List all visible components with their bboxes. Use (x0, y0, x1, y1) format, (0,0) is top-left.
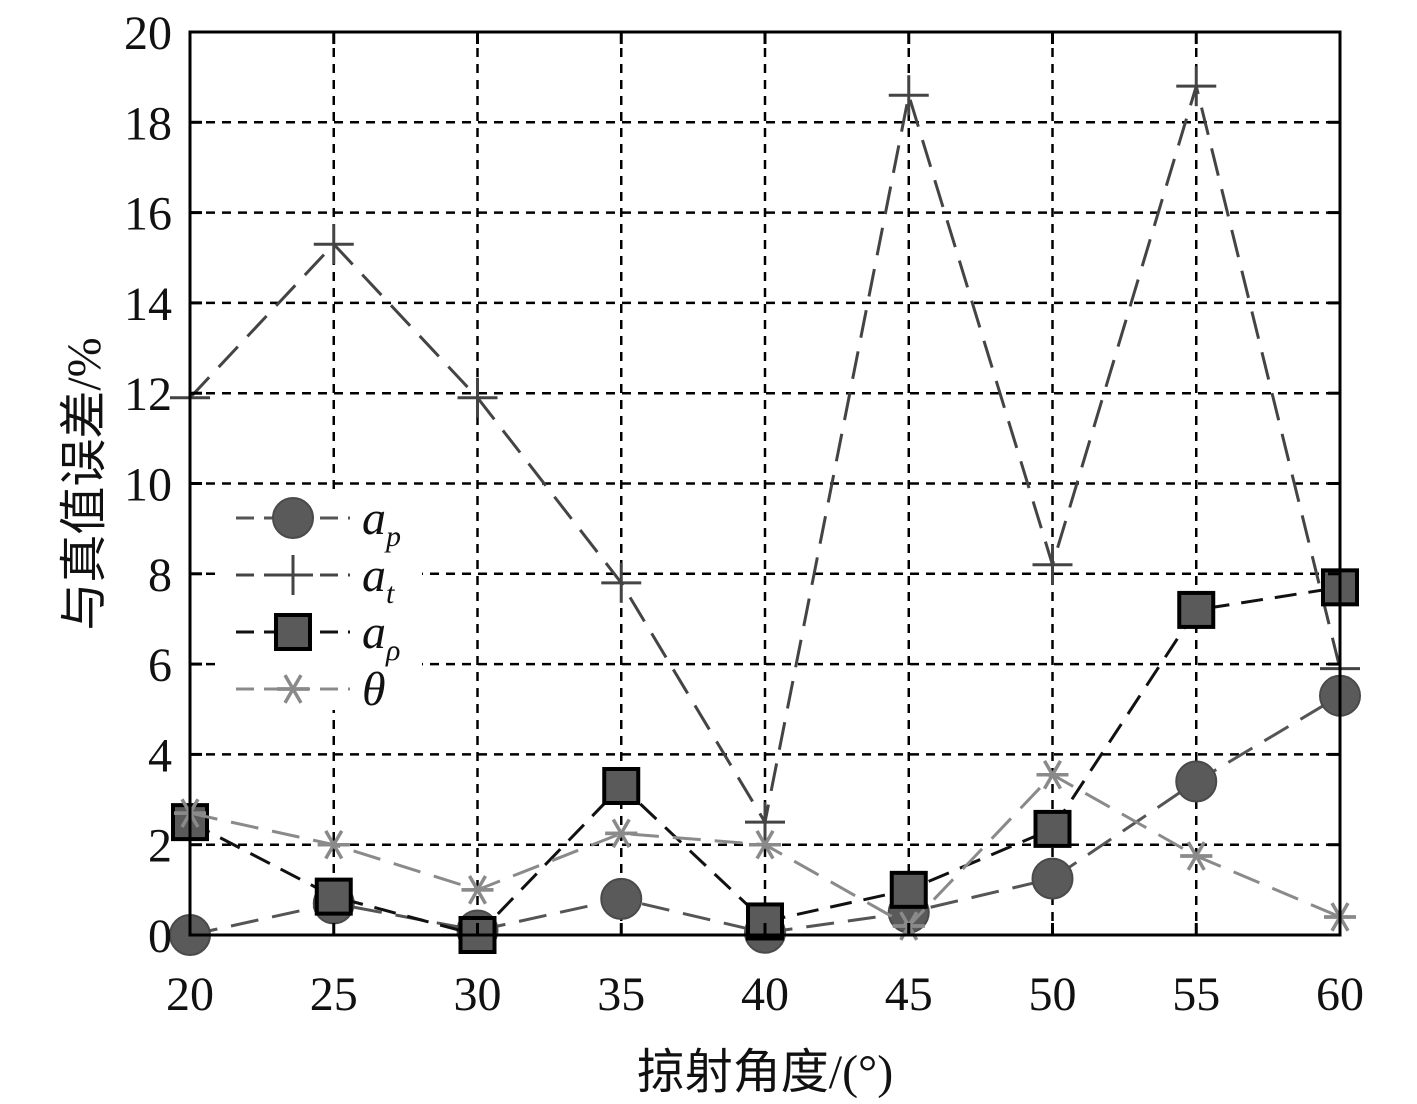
data-point (313, 224, 354, 265)
y-tick-label: 6 (148, 639, 172, 692)
data-point (602, 767, 641, 806)
y-tick-label: 10 (124, 459, 172, 512)
data-point (457, 377, 498, 418)
x-tick-label: 60 (1316, 968, 1364, 1021)
grid-layer (190, 32, 1340, 935)
data-point (1180, 841, 1213, 871)
legend-label: ap (362, 492, 401, 553)
data-point (1033, 809, 1072, 848)
square-marker (314, 877, 353, 916)
tick-layer: 20 25 30 35 40 45 50 55 60 0 2 4 6 8 10 12 14 16 18 20 (124, 7, 1364, 1021)
legend-marker (272, 497, 314, 539)
x-tick-label: 25 (310, 968, 358, 1021)
series-3 (171, 568, 1359, 954)
y-tick-label: 0 (148, 910, 172, 963)
y-tick-label: 8 (148, 549, 172, 602)
x-tick-label: 30 (454, 968, 502, 1021)
legend-item: at (236, 549, 395, 610)
data-point (314, 877, 353, 916)
x-tick-label: 50 (1029, 968, 1077, 1021)
circle-marker (1031, 857, 1074, 900)
square-marker (889, 870, 928, 909)
legend-label: at (362, 549, 395, 610)
data-point (745, 802, 785, 843)
circle-marker (1175, 760, 1218, 803)
data-point (1036, 759, 1069, 790)
legend-marker (274, 613, 312, 651)
legend-background (222, 490, 422, 710)
legend-item: aρ (236, 606, 400, 667)
series-2 (170, 66, 1360, 843)
data-point (1177, 590, 1216, 629)
x-tick-label: 40 (741, 968, 789, 1021)
y-tick-label: 16 (124, 188, 172, 241)
x-tick-label: 35 (597, 968, 645, 1021)
x-tick-label: 55 (1172, 968, 1220, 1021)
x-tick-label: 45 (885, 968, 933, 1021)
circle-marker (600, 877, 643, 920)
legend-marker (277, 674, 309, 704)
data-point (461, 875, 494, 905)
square-marker (1177, 590, 1216, 629)
legend-marker (273, 555, 313, 595)
legend-label: aρ (362, 606, 400, 667)
data-point (1176, 66, 1217, 107)
data-point (317, 829, 350, 860)
y-tick-label: 12 (124, 368, 172, 421)
y-tick-label: 2 (148, 820, 172, 873)
x-axis-label: 掠射角度/(°) (637, 1046, 894, 1099)
data-point (605, 818, 638, 849)
legend-item: ap (236, 492, 401, 553)
square-marker (1033, 809, 1072, 848)
data-point (749, 829, 781, 860)
data-point (600, 877, 643, 920)
data-point (601, 562, 642, 603)
data-point (1031, 857, 1074, 900)
square-marker (602, 767, 641, 806)
y-tick-label: 18 (124, 97, 172, 150)
x-tick-label: 20 (166, 968, 214, 1021)
circle-marker (272, 497, 314, 539)
data-point (1032, 544, 1073, 585)
y-tick-label: 14 (124, 278, 172, 331)
y-axis-label: 与真值误差/% (58, 337, 111, 630)
y-tick-label: 20 (124, 7, 172, 60)
data-point (1175, 760, 1218, 803)
data-point (889, 870, 928, 909)
legend-item: θ (236, 663, 386, 716)
square-marker (274, 613, 312, 651)
y-tick-label: 4 (148, 729, 172, 782)
legend-label: θ (362, 663, 386, 716)
data-point (888, 75, 929, 116)
